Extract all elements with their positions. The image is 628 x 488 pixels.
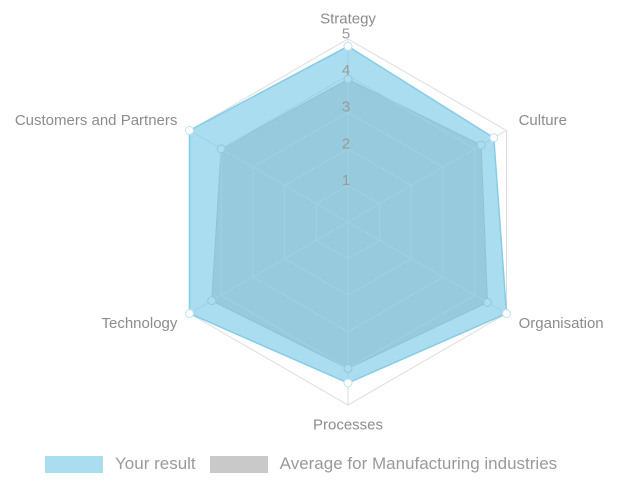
tick-label-5: 5 bbox=[342, 26, 350, 43]
axis-label-customers-and-partners: Customers and Partners bbox=[15, 112, 178, 129]
chart-legend: Your result Average for Manufacturing in… bbox=[45, 454, 628, 474]
your-result-point bbox=[502, 309, 511, 318]
tick-label-3: 3 bbox=[342, 99, 350, 116]
your-result-point bbox=[489, 133, 499, 143]
average-swatch bbox=[209, 455, 268, 473]
your-result-point bbox=[185, 309, 194, 318]
axis-label-strategy: Strategy bbox=[320, 11, 376, 28]
legend-item-your-result: Your result bbox=[45, 454, 196, 474]
average-label: Average for Manufacturing industries bbox=[279, 454, 558, 473]
your-result-point bbox=[343, 41, 353, 51]
legend-item-average: Average for Manufacturing industries bbox=[209, 454, 558, 474]
your-result-label: Your result bbox=[115, 454, 196, 473]
tick-label-2: 2 bbox=[342, 135, 350, 152]
tick-label-1: 1 bbox=[342, 172, 350, 189]
axis-label-organisation: Organisation bbox=[519, 315, 604, 332]
axis-label-culture: Culture bbox=[519, 112, 567, 129]
radar-chart-container: 1 2 3 4 5 Strategy Culture Organisation Processe… bbox=[15, 11, 604, 434]
your-result-point bbox=[343, 378, 353, 388]
your-result-point bbox=[185, 126, 194, 135]
your-result-swatch bbox=[45, 455, 103, 473]
axis-label-processes: Processes bbox=[313, 417, 383, 434]
your-result-area bbox=[188, 45, 508, 384]
axis-label-technology: Technology bbox=[102, 315, 178, 332]
tick-label-4: 4 bbox=[342, 62, 350, 79]
